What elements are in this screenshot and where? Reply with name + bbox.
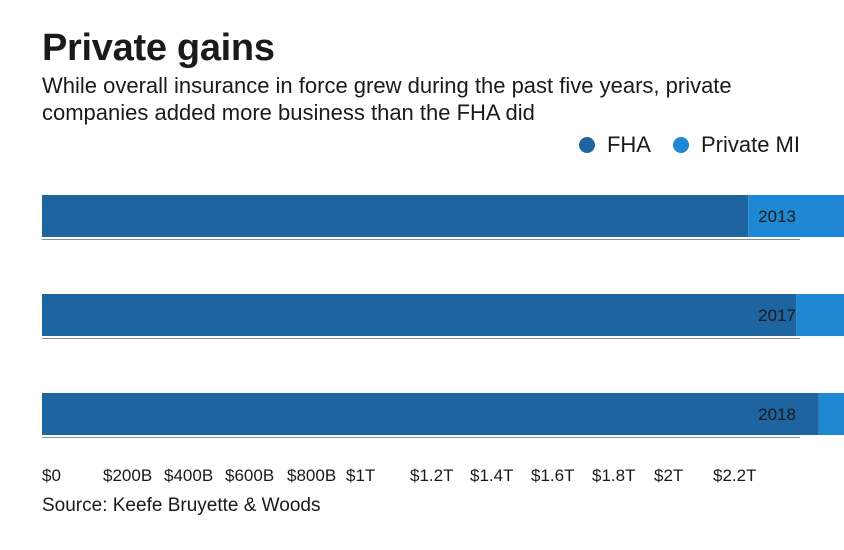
- x-tick-label: $1T: [346, 466, 375, 485]
- legend-swatch-private-mi: [672, 137, 689, 153]
- legend-label-fha: FHA: [606, 132, 651, 157]
- x-tick-label: $0: [42, 466, 61, 485]
- legend-label-private-mi: Private MI: [700, 132, 800, 157]
- x-tick-label: $400B: [164, 466, 213, 485]
- x-tick-label: $1.2T: [410, 466, 453, 485]
- x-tick-label: $800B: [287, 466, 336, 485]
- chart-title: Private gains: [42, 27, 275, 69]
- chart-subtitle: While overall insurance in force grew du…: [42, 73, 732, 125]
- bar-fha-2013: [42, 195, 749, 237]
- bar-fha-2018: [42, 393, 819, 435]
- x-tick-label: $2.2T: [713, 466, 756, 485]
- bar-fha-2017: [42, 294, 797, 336]
- source-note: Source: Keefe Bruyette & Woods: [42, 495, 321, 516]
- x-tick-label: $200B: [103, 466, 152, 485]
- category-label-2013: 2013: [758, 207, 796, 226]
- x-tick-label: $1.4T: [470, 466, 513, 485]
- category-label-2017: 2017: [758, 306, 796, 325]
- legend-item-private-mi: Private MI: [672, 132, 800, 158]
- x-tick-label: $2T: [654, 466, 683, 485]
- x-tick-label: $1.6T: [531, 466, 574, 485]
- bar-private-mi-2017: [796, 294, 844, 336]
- legend-swatch-fha: [578, 137, 595, 153]
- category-label-2018: 2018: [758, 405, 796, 424]
- bar-private-mi-2018: [818, 393, 844, 435]
- legend-item-fha: FHA: [578, 132, 651, 158]
- x-tick-label: $600B: [225, 466, 274, 485]
- bar-private-mi-2013: [748, 195, 844, 237]
- x-tick-label: $1.8T: [592, 466, 635, 485]
- legend: FHA Private MI: [557, 132, 800, 158]
